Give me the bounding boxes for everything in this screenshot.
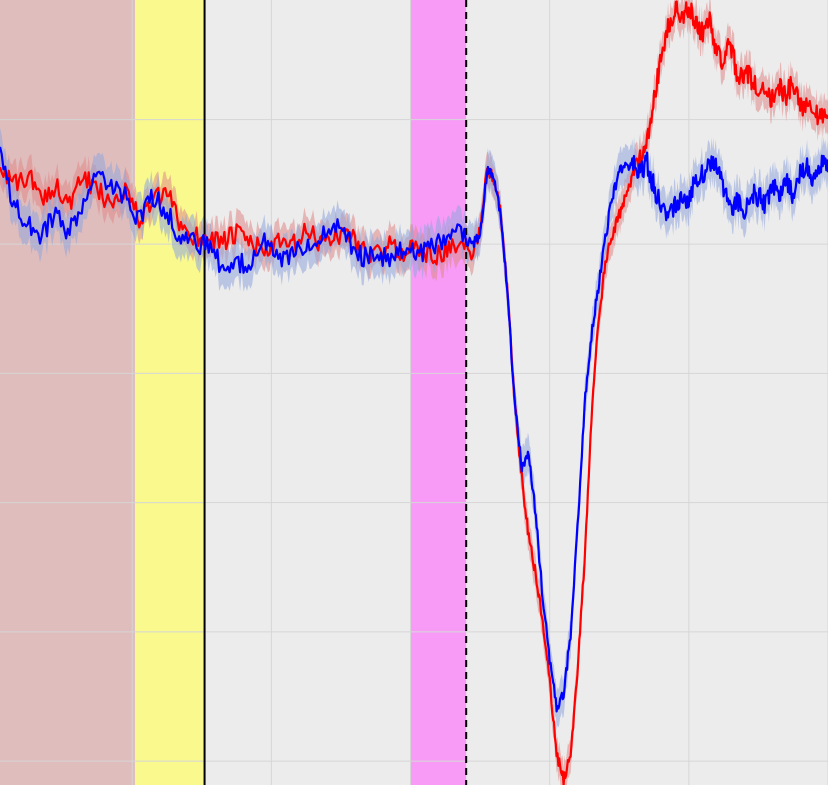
- shaded-regions-layer: [0, 0, 467, 785]
- series-1-line: [0, 146, 828, 713]
- shaded-region-2: [410, 0, 467, 785]
- shaded-region-0: [0, 0, 135, 785]
- shaded-region-1: [134, 0, 205, 785]
- event-lines-layer: [203, 0, 468, 785]
